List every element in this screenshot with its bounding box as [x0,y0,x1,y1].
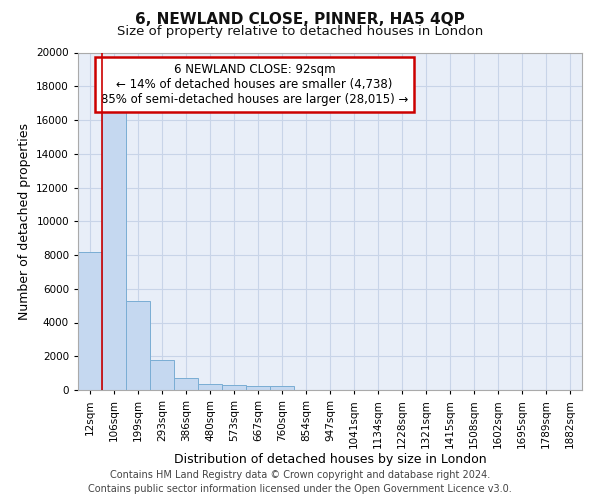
Bar [222,385,246,390]
Bar [198,384,222,390]
Text: Size of property relative to detached houses in London: Size of property relative to detached ho… [117,25,483,38]
Text: Contains HM Land Registry data © Crown copyright and database right 2024.
Contai: Contains HM Land Registry data © Crown c… [88,470,512,494]
Text: 6 NEWLAND CLOSE: 92sqm
← 14% of detached houses are smaller (4,738)
85% of semi-: 6 NEWLAND CLOSE: 92sqm ← 14% of detached… [101,62,408,106]
Bar [174,378,198,390]
Bar [150,360,174,390]
Bar [78,252,102,390]
Bar [270,386,294,390]
Text: 6, NEWLAND CLOSE, PINNER, HA5 4QP: 6, NEWLAND CLOSE, PINNER, HA5 4QP [135,12,465,28]
Bar [102,109,126,390]
Bar [246,386,270,390]
Bar [126,300,150,390]
X-axis label: Distribution of detached houses by size in London: Distribution of detached houses by size … [173,454,487,466]
Y-axis label: Number of detached properties: Number of detached properties [17,122,31,320]
